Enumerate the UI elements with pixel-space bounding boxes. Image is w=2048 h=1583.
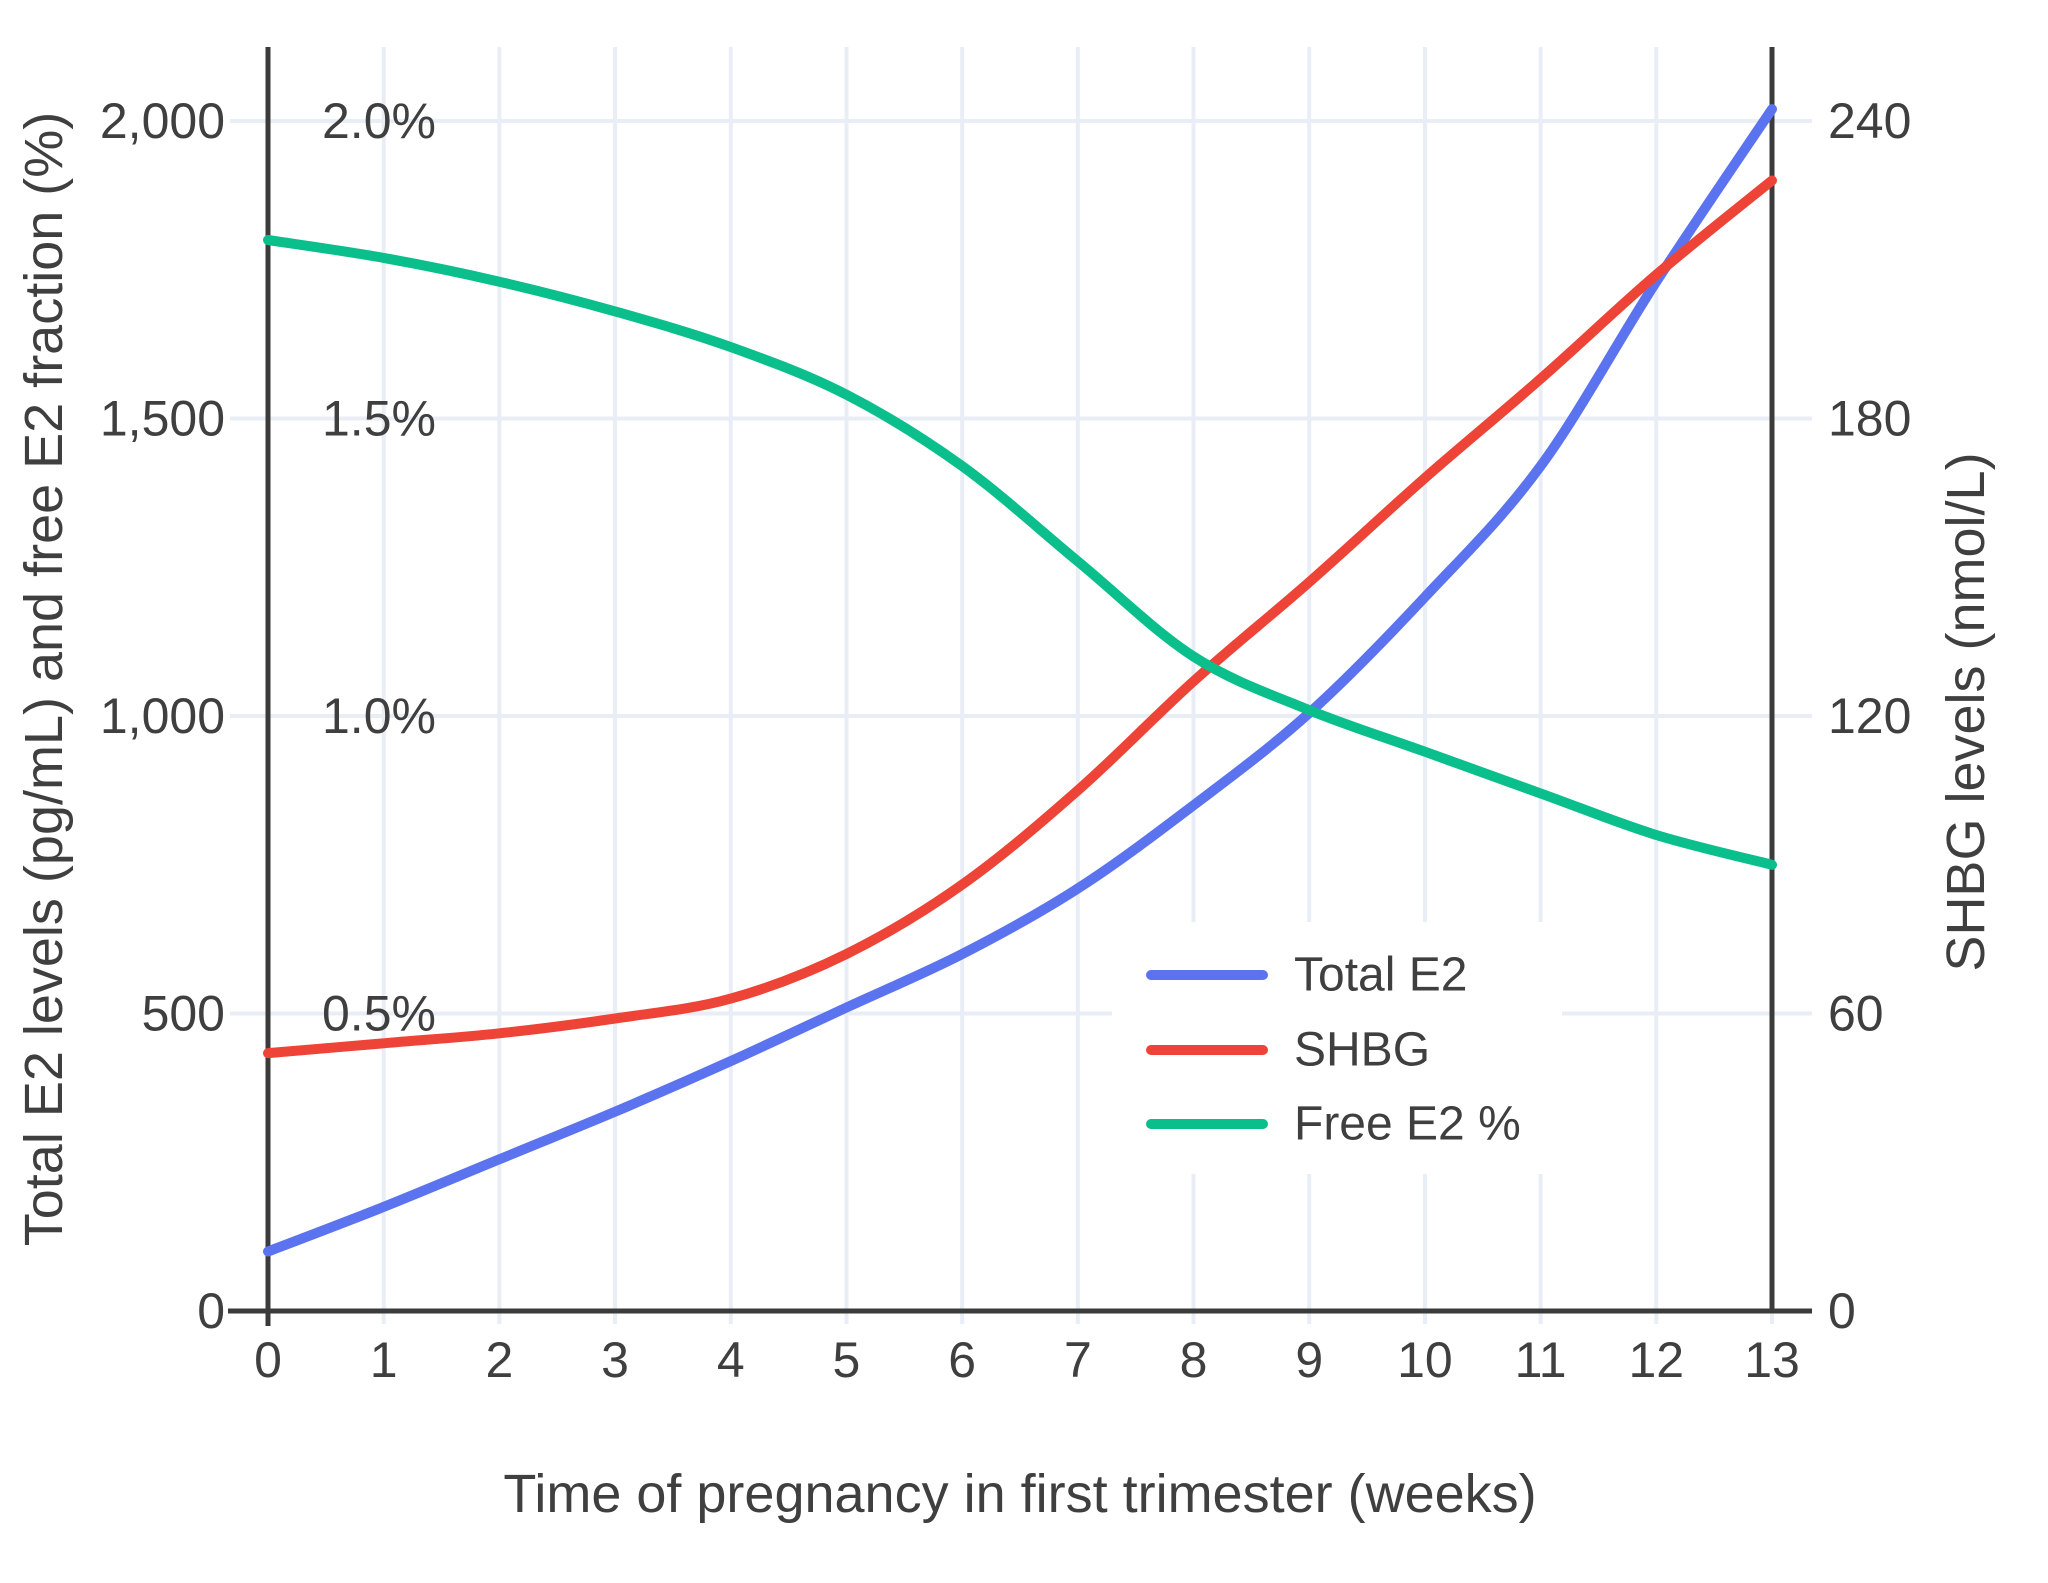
legend-item: Total E2 xyxy=(1146,949,1467,1002)
y-right-tick-label: 240 xyxy=(1828,93,1911,149)
y-left-percent-tick-label: 1.5% xyxy=(322,391,436,447)
y-left-tick-label: 1,000 xyxy=(100,688,225,744)
x-tick-label: 8 xyxy=(1180,1332,1208,1388)
series-line-shbg xyxy=(263,175,1777,1059)
gridlines xyxy=(230,47,1812,1324)
y-left-percent-tick-label: 1.0% xyxy=(322,688,436,744)
x-tick-label: 5 xyxy=(833,1332,861,1388)
legend-label: SHBG xyxy=(1294,1024,1430,1077)
y-axis-left-title: Total E2 levels (pg/mL) and free E2 frac… xyxy=(14,112,74,1247)
series-curves xyxy=(263,104,1777,1257)
y-axis-right-title: SHBG levels (nmol/L) xyxy=(1936,452,1996,971)
x-tick-label: 9 xyxy=(1295,1332,1323,1388)
y-left-tick-label: 2,000 xyxy=(100,93,225,149)
x-tick-label: 11 xyxy=(1515,1332,1567,1388)
x-tick-label: 3 xyxy=(601,1332,629,1388)
x-tick-label: 13 xyxy=(1744,1332,1800,1388)
legend-item: Free E2 % xyxy=(1146,1098,1521,1151)
x-tick-label: 12 xyxy=(1628,1332,1684,1388)
x-axis-title: Time of pregnancy in first trimester (we… xyxy=(503,1464,1536,1524)
y-left-percent-tick-label: 2.0% xyxy=(322,93,436,149)
series-line-total-e2 xyxy=(263,104,1777,1257)
x-tick-label: 4 xyxy=(717,1332,745,1388)
x-tick-label: 10 xyxy=(1397,1332,1453,1388)
y-right-tick-label: 180 xyxy=(1828,391,1911,447)
legend-label: Free E2 % xyxy=(1294,1098,1521,1151)
x-tick-label: 1 xyxy=(370,1332,398,1388)
y-right-tick-label: 120 xyxy=(1828,688,1911,744)
series-line-free-e2- xyxy=(263,235,1777,870)
y-left-tick-label: 0 xyxy=(197,1283,225,1339)
axes xyxy=(228,47,1812,1326)
y-right-tick-label: 60 xyxy=(1828,986,1884,1042)
legend-swatch xyxy=(1146,1119,1268,1129)
x-tick-label: 7 xyxy=(1064,1332,1092,1388)
x-tick-label: 6 xyxy=(948,1332,976,1388)
y-right-tick-label: 0 xyxy=(1828,1283,1856,1339)
legend-swatch xyxy=(1146,1045,1268,1055)
y-left-percent-tick-label: 0.5% xyxy=(322,986,436,1042)
x-tick-label: 2 xyxy=(485,1332,513,1388)
x-tick-label: 0 xyxy=(254,1332,282,1388)
legend-item: SHBG xyxy=(1146,1024,1430,1077)
legend-swatch xyxy=(1146,970,1268,980)
y-left-tick-label: 500 xyxy=(142,986,225,1042)
legend: Total E2 SHBG Free E2 % xyxy=(1112,922,1562,1174)
axis-labels: Total E2 levels (pg/mL) and free E2 frac… xyxy=(14,93,1996,1524)
y-left-tick-label: 1,500 xyxy=(100,391,225,447)
legend-label: Total E2 xyxy=(1294,949,1467,1002)
